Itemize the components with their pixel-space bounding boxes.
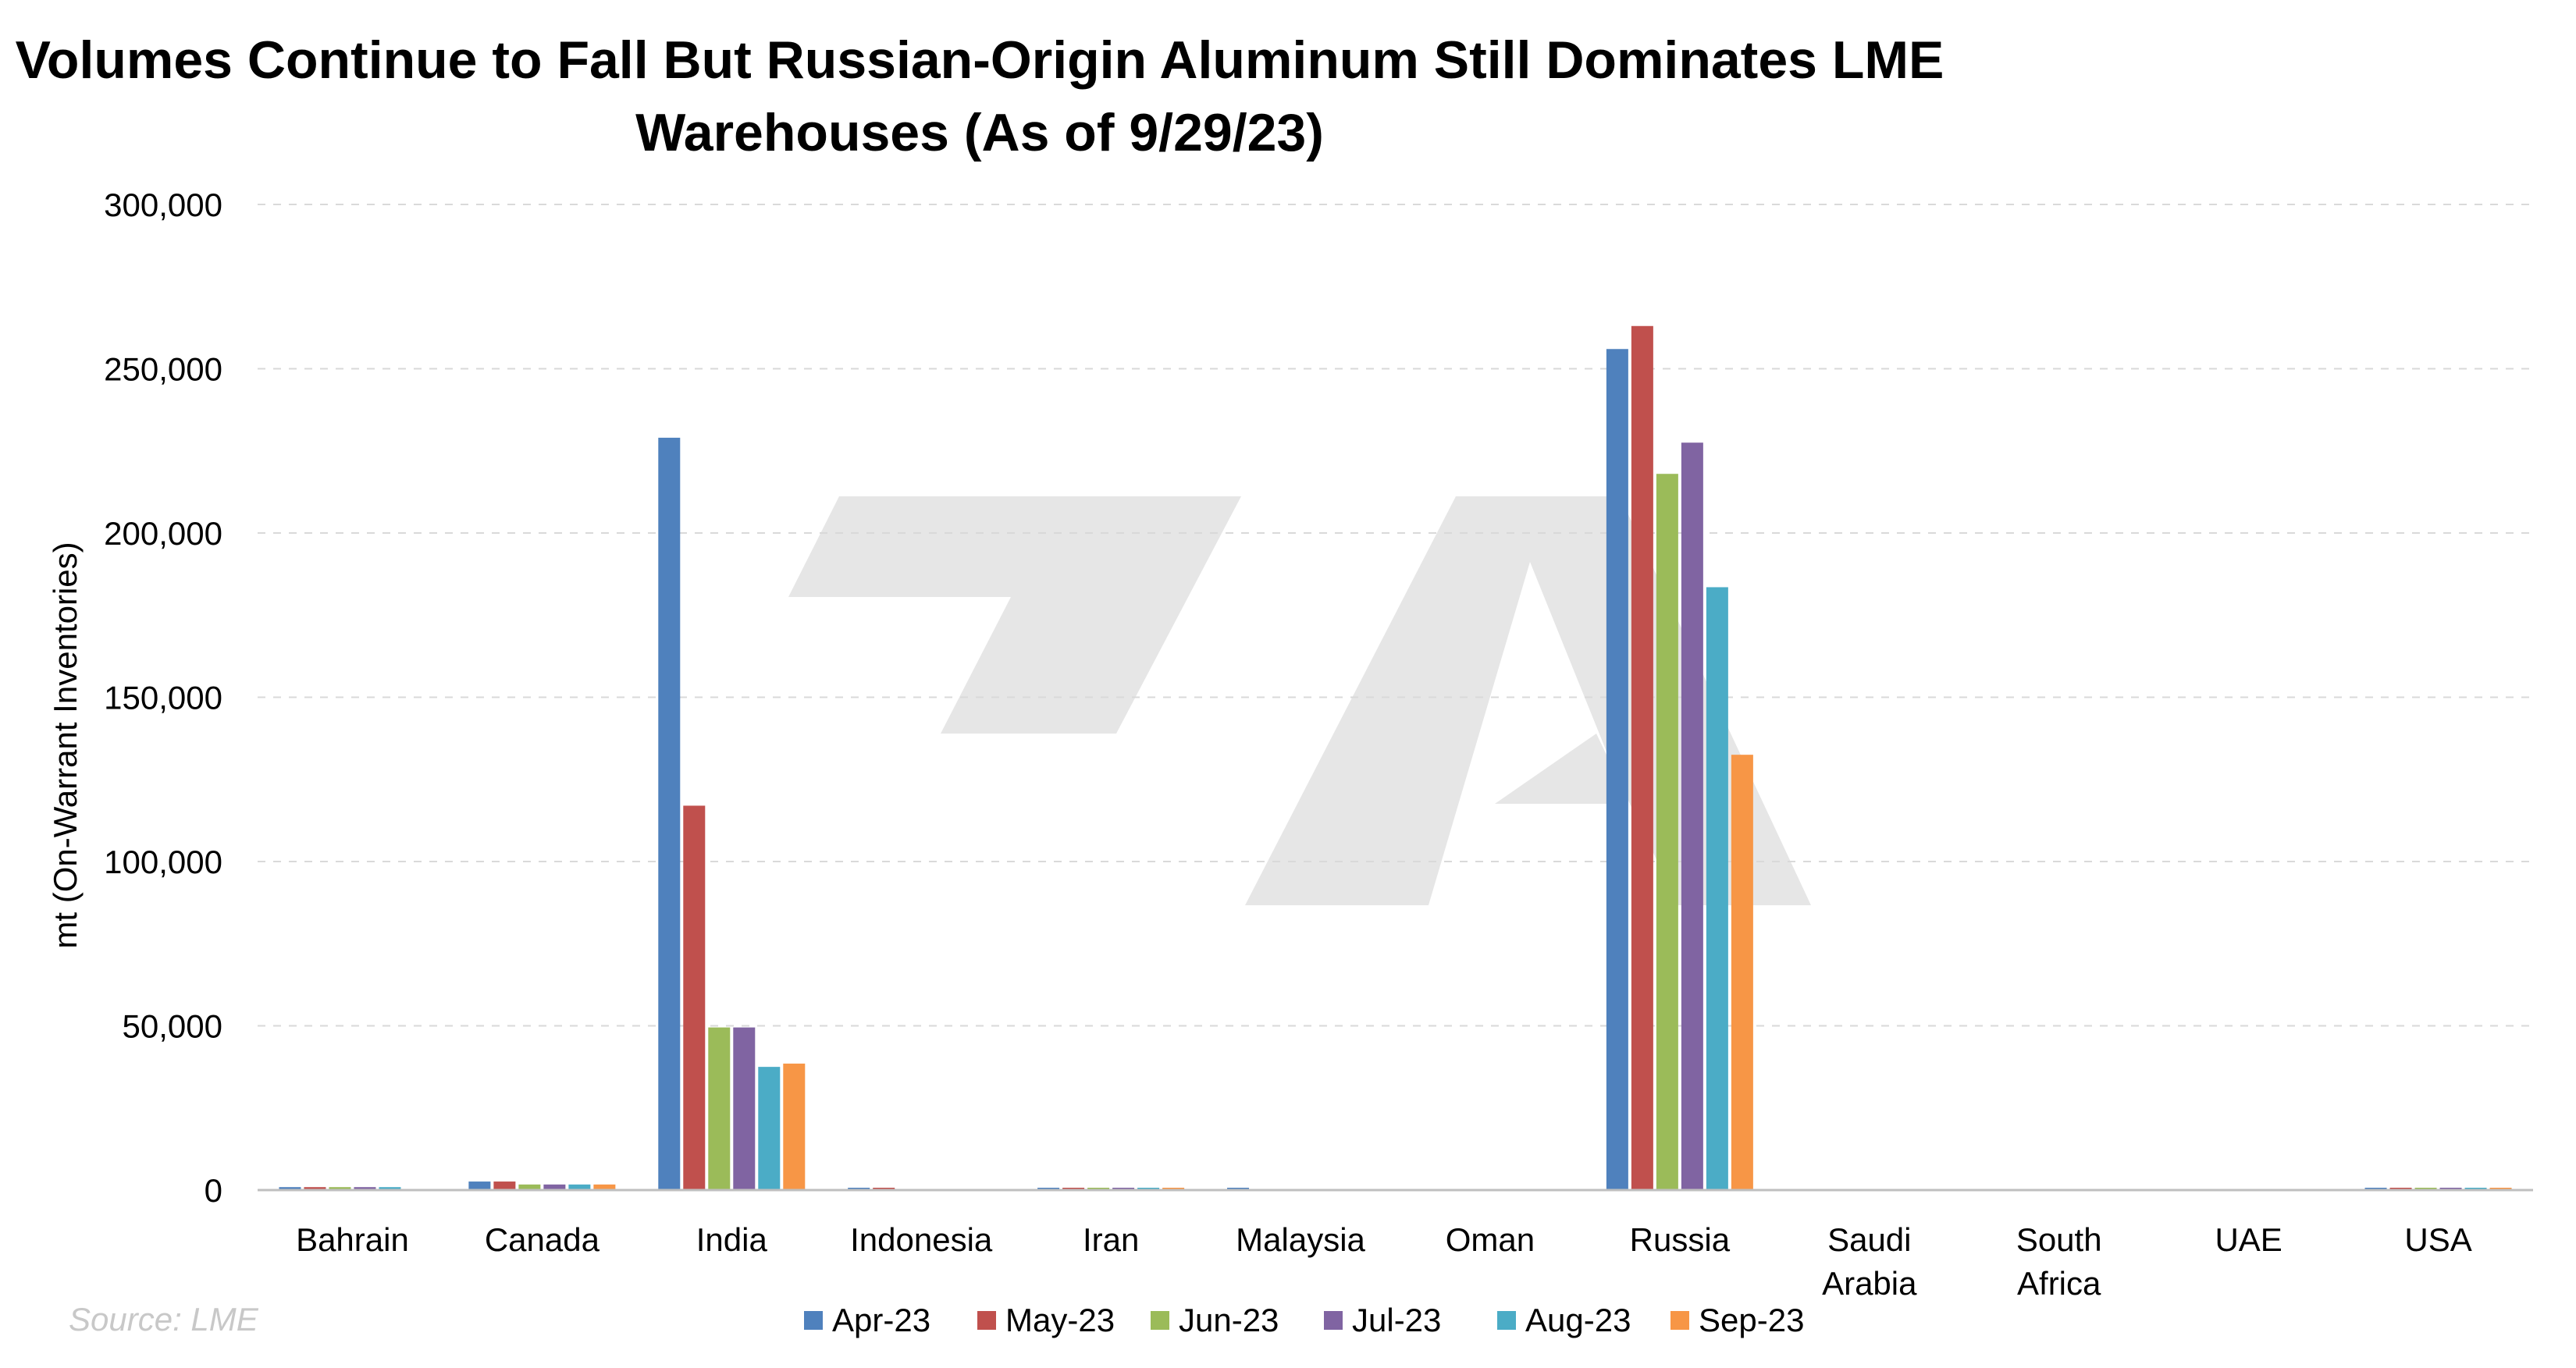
x-tick-label: India [696, 1221, 768, 1258]
legend-label: Apr-23 [832, 1302, 930, 1338]
bar [568, 1184, 591, 1190]
bar [1706, 587, 1728, 1190]
legend-label: May-23 [1005, 1302, 1115, 1338]
legend-item: Aug-23 [1497, 1302, 1631, 1338]
y-tick-label: 0 [205, 1172, 222, 1209]
bar [279, 1187, 301, 1190]
bar [758, 1067, 781, 1190]
bar [1681, 442, 1703, 1190]
bar [683, 805, 706, 1190]
x-tick-label: Bahrain [296, 1221, 409, 1258]
legend-item: Jul-23 [1324, 1302, 1441, 1338]
y-tick-label: 250,000 [104, 351, 222, 388]
bar [354, 1187, 376, 1190]
bar [304, 1187, 326, 1190]
legend-item: May-23 [977, 1302, 1115, 1338]
legend: Apr-23 May-23 Jun-23 Jul-23 Aug-23 Sep-23 [804, 1302, 1804, 1338]
bar [468, 1181, 491, 1190]
x-tick-label: Malaysia [1236, 1221, 1365, 1258]
bar [518, 1184, 541, 1190]
legend-label: Sep-23 [1699, 1302, 1804, 1338]
bar [1731, 755, 1753, 1190]
y-tick-label: 200,000 [104, 515, 222, 552]
x-axis-ticks: Bahrain Canada India Indonesia Iran Malaysia O… [296, 1221, 2472, 1302]
legend-swatch [804, 1311, 823, 1330]
bar [1631, 325, 1653, 1190]
x-tick-label: UAE [2215, 1221, 2282, 1258]
gridlines [258, 204, 2533, 1027]
bar [733, 1027, 756, 1190]
legend-swatch [1324, 1311, 1343, 1330]
x-tick-label: Iran [1083, 1221, 1139, 1258]
y-tick-label: 150,000 [104, 680, 222, 716]
x-tick-label: USA [2404, 1221, 2471, 1258]
bar [1606, 349, 1628, 1190]
chart-title-line-1: Volumes Continue to Fall But Russian-Ori… [16, 30, 1944, 90]
legend-swatch [1497, 1311, 1516, 1330]
chart-title-line-2: Warehouses (As of 9/29/23) [635, 103, 1324, 162]
x-tick-label: Oman [1446, 1221, 1535, 1258]
legend-label: Jul-23 [1352, 1302, 1441, 1338]
source-note: Source: LME [69, 1301, 259, 1338]
bar [329, 1187, 351, 1190]
y-tick-label: 300,000 [104, 187, 222, 223]
chart-title: Volumes Continue to Fall But Russian-Ori… [16, 30, 1944, 162]
legend-item: Sep-23 [1670, 1302, 1804, 1338]
legend-label: Jun-23 [1179, 1302, 1279, 1338]
bar [379, 1187, 401, 1190]
x-tick-label: Russia [1630, 1221, 1731, 1258]
y-tick-label: 100,000 [104, 844, 222, 880]
legend-item: Apr-23 [804, 1302, 930, 1338]
bars [279, 325, 2512, 1190]
x-tick-label: Canada [485, 1221, 600, 1258]
y-tick-label: 50,000 [123, 1008, 222, 1045]
bar [593, 1184, 616, 1190]
legend-swatch [977, 1311, 996, 1330]
bar [493, 1181, 516, 1190]
y-axis-label: mt (On-Warrant Inventories) [47, 542, 84, 948]
x-tick-label: South Africa [2016, 1221, 2102, 1302]
bar [543, 1184, 566, 1190]
bar [708, 1027, 731, 1190]
legend-swatch [1670, 1311, 1689, 1330]
bar [658, 437, 681, 1190]
legend-swatch [1151, 1311, 1169, 1330]
bar [783, 1063, 806, 1190]
y-axis-ticks: 0 50,000 100,000 150,000 200,000 250,000 300,0… [104, 187, 222, 1209]
legend-item: Jun-23 [1151, 1302, 1279, 1338]
x-tick-label: Indonesia [850, 1221, 993, 1258]
legend-label: Aug-23 [1525, 1302, 1631, 1338]
bar [1656, 474, 1678, 1190]
x-tick-label: Saudi Arabia [1822, 1221, 1917, 1302]
